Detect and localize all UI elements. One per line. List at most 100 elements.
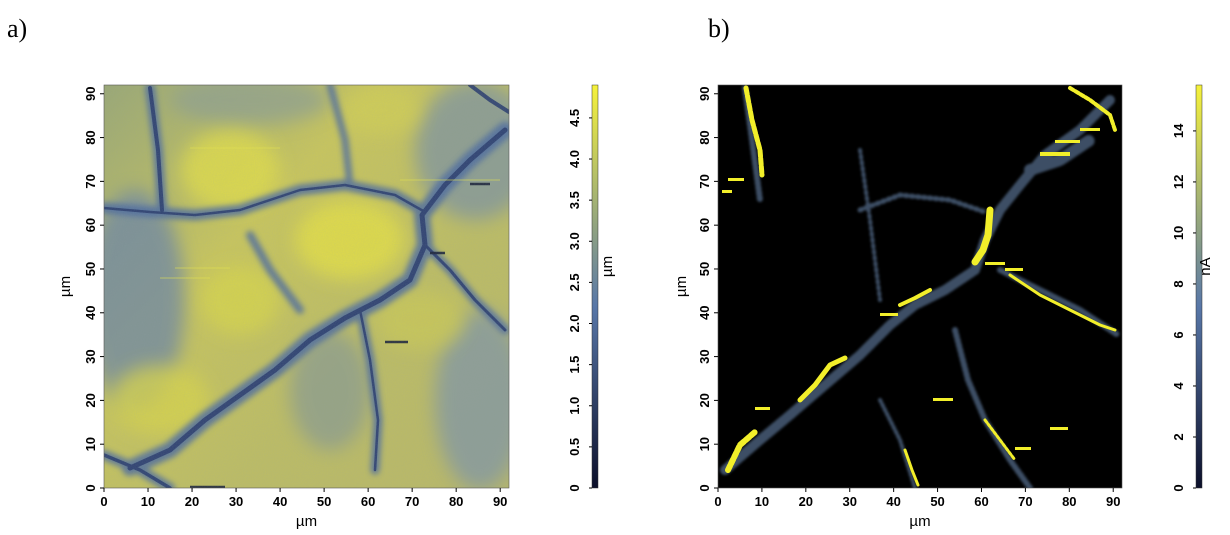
x-axis-label: µm bbox=[909, 513, 930, 530]
x-tick-label: 90 bbox=[1106, 494, 1120, 509]
y-tick-label: 40 bbox=[83, 306, 98, 320]
y-axis-label: µm bbox=[673, 276, 690, 297]
y-tick-label: 90 bbox=[697, 87, 712, 101]
heatmap-a-frame bbox=[103, 84, 510, 489]
current-channel-bottom-left bbox=[725, 429, 758, 473]
x-tick-label: 30 bbox=[843, 494, 857, 509]
current-channel-left bbox=[743, 85, 765, 178]
x-tick-label: 50 bbox=[930, 494, 944, 509]
heatmap-b-frame bbox=[717, 84, 1123, 489]
colorbar-tick-label: 4.5 bbox=[567, 109, 582, 127]
x-tick-label: 90 bbox=[493, 494, 507, 509]
current-channel-vertical bbox=[971, 206, 994, 266]
colorbar-tick-label: 2 bbox=[1171, 433, 1186, 440]
current-channel-lower-right bbox=[983, 418, 1017, 462]
current-halo-upper bbox=[858, 148, 882, 302]
y-tick-label: 80 bbox=[83, 130, 98, 144]
y-tick-label: 60 bbox=[83, 218, 98, 232]
current-spot-12 bbox=[1015, 447, 1031, 450]
x-tick-label: 40 bbox=[886, 494, 900, 509]
x-tick-label: 30 bbox=[229, 494, 243, 509]
colorbar-tick-label: 3.0 bbox=[567, 232, 582, 250]
current-halo-horizontal bbox=[857, 192, 988, 215]
panel-label-b: b) bbox=[708, 14, 730, 43]
x-tick-label: 60 bbox=[974, 494, 988, 509]
colorbar-tick-label: 1.0 bbox=[567, 397, 582, 415]
x-tick-label: 70 bbox=[1018, 494, 1032, 509]
x-tick-label: 20 bbox=[185, 494, 199, 509]
current-spot-2 bbox=[1055, 140, 1080, 143]
y-tick-label: 50 bbox=[83, 262, 98, 276]
current-channel-main-lower bbox=[797, 355, 848, 403]
x-tick-label: 80 bbox=[449, 494, 463, 509]
colorbar-tick-label: 0 bbox=[567, 484, 582, 491]
y-tick-label: 30 bbox=[83, 349, 98, 363]
colorbar-tick-label: 0.5 bbox=[567, 438, 582, 456]
colorbar-tick-label: 8 bbox=[1171, 280, 1186, 287]
y-tick-label: 70 bbox=[697, 174, 712, 188]
y-tick-label: 20 bbox=[697, 393, 712, 407]
x-tick-label: 70 bbox=[405, 494, 419, 509]
x-tick-label: 40 bbox=[273, 494, 287, 509]
panel-label-a: a) bbox=[7, 14, 28, 43]
colorbar-tick-label: 1.5 bbox=[567, 356, 582, 374]
x-tick-label: 0 bbox=[714, 494, 721, 509]
colorbar-tick-label: 6 bbox=[1171, 331, 1186, 338]
x-tick-label: 10 bbox=[141, 494, 155, 509]
y-tick-label: 90 bbox=[83, 87, 98, 101]
current-halo-bottom bbox=[878, 398, 917, 488]
y-tick-label: 20 bbox=[83, 393, 98, 407]
current-channel-branch bbox=[1008, 273, 1117, 332]
heatmap-a bbox=[104, 85, 509, 488]
y-tick-label: 30 bbox=[697, 349, 712, 363]
y-tick-label: 10 bbox=[697, 437, 712, 451]
current-spot-1 bbox=[1040, 152, 1070, 156]
x-tick-label: 10 bbox=[755, 494, 769, 509]
y-tick-label: 50 bbox=[697, 262, 712, 276]
colorbar-label: µm bbox=[599, 256, 616, 277]
current-channel-center bbox=[898, 288, 932, 307]
colorbar-tick-label: 0 bbox=[1171, 484, 1186, 491]
current-spot-6 bbox=[755, 407, 770, 410]
colorbar-tick-label: 3.5 bbox=[567, 191, 582, 209]
current-spot-9 bbox=[1050, 427, 1068, 430]
colorbar-tick-label: 2.0 bbox=[567, 314, 582, 332]
colorbar-tick-label: 12 bbox=[1171, 175, 1186, 189]
current-channel-top-right bbox=[1068, 86, 1117, 132]
current-spot-3 bbox=[1080, 128, 1100, 131]
y-tick-label: 60 bbox=[697, 218, 712, 232]
y-tick-label: 70 bbox=[83, 174, 98, 188]
current-spot-7 bbox=[728, 178, 744, 181]
x-tick-label: 0 bbox=[100, 494, 107, 509]
x-axis-label: µm bbox=[296, 513, 317, 530]
current-channel-bottom bbox=[903, 448, 920, 487]
x-tick-label: 60 bbox=[361, 494, 375, 509]
colorbar-tick-label: 10 bbox=[1171, 226, 1186, 240]
current-spot-4 bbox=[880, 313, 898, 316]
colorbar-b bbox=[1195, 84, 1203, 489]
y-tick-label: 10 bbox=[83, 437, 98, 451]
colorbar-tick-label: 4 bbox=[1171, 382, 1186, 390]
y-tick-label: 0 bbox=[697, 484, 712, 491]
current-spot-5 bbox=[933, 398, 953, 401]
x-tick-label: 20 bbox=[799, 494, 813, 509]
current-spot-8 bbox=[722, 190, 732, 193]
heatmap-b bbox=[718, 85, 1122, 488]
y-tick-label: 0 bbox=[83, 484, 98, 491]
x-tick-label: 50 bbox=[317, 494, 331, 509]
colorbar-tick-label: 2.5 bbox=[567, 273, 582, 291]
y-axis-label: µm bbox=[57, 276, 74, 297]
current-spot-11 bbox=[1005, 268, 1023, 271]
y-tick-label: 80 bbox=[697, 130, 712, 144]
colorbar-a bbox=[591, 84, 599, 489]
y-tick-label: 40 bbox=[697, 306, 712, 320]
colorbar-tick-label: 14 bbox=[1171, 123, 1186, 138]
axes-layer: 0 10 20 30 40 50 60 70 80 900102030405060708090µm… bbox=[57, 87, 1214, 530]
colorbar-label: nA bbox=[1197, 257, 1214, 275]
heatmap-a-grain bbox=[104, 85, 509, 488]
colorbar-tick-label: 4.0 bbox=[567, 150, 582, 168]
current-halo-cluster bbox=[1024, 134, 1096, 176]
current-spot-10 bbox=[985, 262, 1005, 265]
x-tick-label: 80 bbox=[1062, 494, 1076, 509]
